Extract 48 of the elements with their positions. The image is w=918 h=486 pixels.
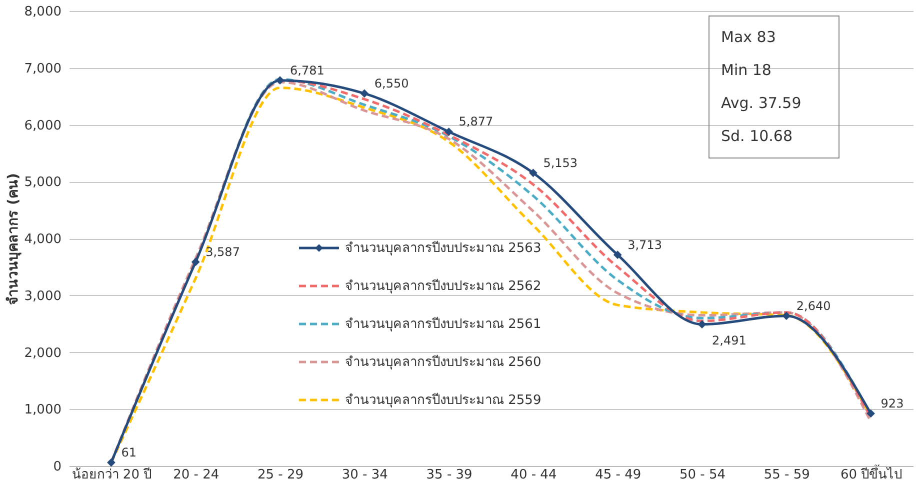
data-label: 6,781 bbox=[290, 63, 324, 78]
y-axis-title: จำนวนบุคลากร (คน) bbox=[5, 173, 22, 305]
point bbox=[191, 258, 200, 266]
legend-label: จำนวนบุคลากรปีงบประมาณ 2563 bbox=[345, 240, 542, 256]
data-label: 923 bbox=[880, 396, 904, 411]
y-tick-label: 0 bbox=[53, 460, 62, 474]
data-label: 2,491 bbox=[712, 333, 746, 348]
data-label: 5,153 bbox=[543, 156, 578, 170]
point bbox=[613, 250, 622, 260]
y-tick-label: 8,000 bbox=[24, 4, 62, 20]
y-tick-label: 5,000 bbox=[24, 175, 62, 190]
x-tick-label: 20 - 24 bbox=[173, 468, 220, 482]
data-label: 6,550 bbox=[374, 76, 409, 90]
data-label: 3,587 bbox=[206, 244, 240, 259]
x-tick-label: 50 - 54 bbox=[679, 468, 726, 482]
legend-label: จำนวนบุคลากรปีงบประมาณ 2561 bbox=[345, 316, 542, 332]
x-tick-label: 25 - 29 bbox=[257, 468, 304, 482]
point bbox=[444, 128, 453, 136]
y-tick-label: 6,000 bbox=[24, 118, 62, 134]
data-label: 61 bbox=[121, 446, 136, 460]
annotation: Min 18 bbox=[721, 61, 772, 79]
legend-label: จำนวนบุคลากรปีงบประมาณ 2560 bbox=[345, 354, 542, 370]
y-tick-label: 7,000 bbox=[24, 61, 62, 76]
y-tick-label: 3,000 bbox=[24, 288, 62, 304]
legend-label: จำนวนบุคลากรปีงบประมาณ 2562 bbox=[345, 278, 542, 294]
x-tick-label: 60 ปีขึ้นไป bbox=[840, 464, 902, 482]
x-tick-label: 35 - 39 bbox=[426, 468, 472, 482]
data-label: 2,640 bbox=[796, 298, 831, 313]
x-tick-label: 55 - 59 bbox=[764, 468, 810, 482]
point bbox=[866, 409, 875, 418]
legend-label: จำนวนบุคลากรปีงบประมาณ 2559 bbox=[345, 392, 542, 408]
point bbox=[529, 168, 538, 178]
y-tick-label: 4,000 bbox=[24, 232, 62, 247]
point bbox=[107, 458, 116, 467]
annotation: Avg. 37.59 bbox=[721, 94, 802, 112]
x-tick-label: 45 - 49 bbox=[595, 468, 642, 482]
annotation: Sd. 10.68 bbox=[721, 127, 793, 145]
point bbox=[276, 76, 284, 85]
x-tick-label: น้อยกว่า 20 ปี bbox=[72, 466, 152, 482]
y-tick-label: 1,000 bbox=[24, 402, 62, 418]
annotation: Max 83 bbox=[721, 28, 776, 46]
point bbox=[782, 312, 791, 320]
x-tick-label: 30 - 34 bbox=[342, 468, 388, 482]
point bbox=[360, 89, 369, 98]
x-tick-label: 40 - 44 bbox=[510, 468, 557, 482]
data-label: 5,877 bbox=[458, 114, 494, 129]
y-tick-label: 2,000 bbox=[24, 346, 62, 361]
data-label: 3,713 bbox=[628, 238, 662, 252]
